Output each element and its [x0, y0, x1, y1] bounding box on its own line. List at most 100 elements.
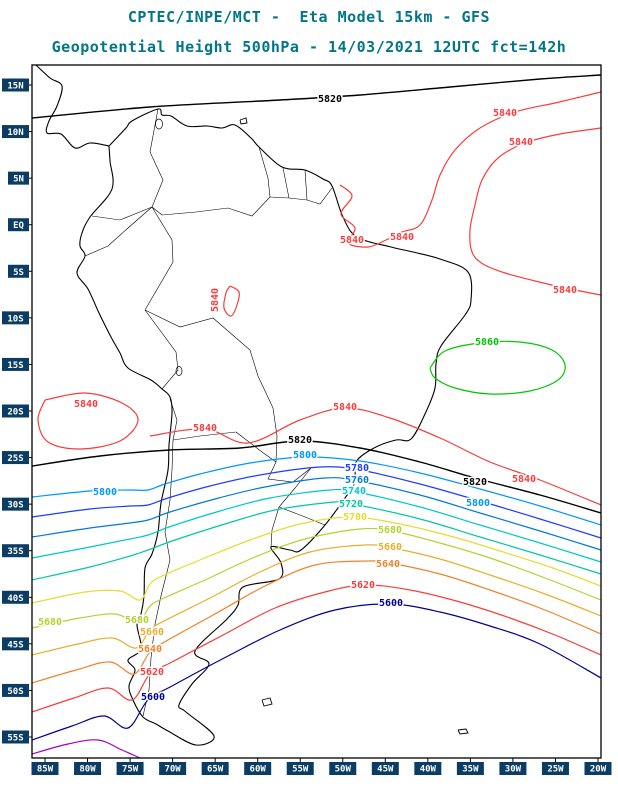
lat-tick-label: 5S	[13, 268, 24, 278]
border-path	[269, 187, 333, 205]
contour-label: 5800	[93, 487, 117, 498]
lon-tick-label: 45W	[377, 765, 394, 775]
lon-tick-label: 75W	[122, 765, 139, 775]
longitude-axis: 85W 80W 75W 70W 65W 60W 55W 50W 45W 40W 35W 30W 25W 2…	[31, 758, 612, 775]
lat-tick-box	[2, 404, 29, 418]
border-path	[235, 431, 277, 463]
lat-tick-label: 55S	[7, 733, 23, 743]
coastlines	[35, 64, 473, 746]
contour-label: 5840	[553, 285, 577, 296]
contour-5840	[149, 407, 602, 506]
border-path	[161, 196, 271, 217]
lon-tick-label: 60W	[250, 765, 267, 775]
lon-tick-box	[201, 762, 229, 775]
lat-tick-box	[2, 590, 29, 604]
island	[261, 697, 273, 707]
lon-tick-label: 50W	[335, 765, 352, 775]
lat-tick-label: 25S	[7, 454, 23, 464]
contour-5840	[223, 285, 240, 317]
border-path	[144, 206, 174, 311]
lat-tick-box	[2, 311, 29, 325]
contour-5660	[31, 544, 602, 656]
lon-tick-box	[329, 762, 357, 775]
border-path	[144, 309, 179, 390]
lon-tick-label: 70W	[164, 765, 181, 775]
lon-tick-box	[371, 762, 399, 775]
contour-label: 5600	[141, 692, 165, 703]
contour-value-labels: 5820 5820 5820 5840 5840 5840 5840 5840 5840 5840…	[36, 93, 578, 705]
contour-5720	[31, 500, 602, 581]
contour-5680	[31, 527, 602, 629]
title-line-1: CPTEC/INPE/MCT - Eta Model 15km - GFS	[127, 8, 491, 26]
island	[457, 728, 469, 735]
lon-tick-label: 80W	[79, 765, 96, 775]
lon-tick-box	[31, 762, 59, 775]
lon-tick-box	[584, 762, 612, 775]
contour-label: 5660	[140, 627, 164, 638]
lon-tick-box	[116, 762, 144, 775]
contour-label: 5820	[288, 435, 312, 446]
border-path	[172, 431, 237, 441]
contour-label: 5820	[463, 477, 487, 488]
latitude-axis: 15N 10N 5N EQ 5S 10S 15S 20S 25S 30S 35S 40S 45S 50S 5…	[2, 78, 32, 744]
title-line-2: Geopotential Height 500hPa - 14/03/2021 …	[51, 38, 567, 56]
contour-5700	[31, 516, 602, 604]
lake-maracaibo	[155, 118, 163, 130]
lon-tick-box	[456, 762, 484, 775]
contour-5820	[31, 440, 602, 514]
contour-label: 5680	[378, 525, 402, 536]
lat-tick-box	[2, 78, 29, 92]
border-path	[258, 146, 271, 198]
lon-tick-box	[499, 762, 527, 775]
contour-label: 5840	[340, 235, 364, 246]
lat-tick-label: 5N	[13, 175, 24, 185]
border-path	[149, 108, 164, 216]
contour-5640	[31, 560, 602, 684]
lat-tick-label: 10N	[7, 128, 23, 138]
contour-label: 5840	[210, 288, 221, 312]
lat-tick-box	[2, 497, 29, 511]
contour-5840	[37, 392, 139, 450]
contour-label: 5620	[140, 667, 164, 678]
lon-tick-label: 30W	[505, 765, 522, 775]
lat-tick-label: 30S	[7, 501, 23, 511]
lon-tick-label: 40W	[420, 765, 437, 775]
country-borders	[84, 108, 333, 717]
contour-label: 5860	[475, 337, 499, 348]
lat-tick-label: 15S	[7, 361, 23, 371]
lake-titicaca	[175, 366, 183, 376]
lon-tick-box	[244, 762, 272, 775]
lat-tick-box	[2, 730, 29, 744]
lon-tick-label: 35W	[462, 765, 479, 775]
lat-tick-label: 35S	[7, 547, 23, 557]
contour-5600	[31, 603, 602, 741]
border-path	[144, 309, 274, 409]
border-path	[278, 506, 326, 526]
lon-tick-box	[286, 762, 314, 775]
lon-tick-box	[74, 762, 102, 775]
lat-tick-box	[2, 683, 29, 697]
contour-5620	[31, 584, 602, 713]
lat-tick-label: EQ	[13, 221, 24, 231]
contour-lines	[31, 74, 602, 759]
contour-5820	[31, 74, 602, 119]
contour-label: 5640	[138, 644, 162, 655]
contour-label: 5840	[493, 108, 517, 119]
contour-label: 5840	[333, 402, 357, 413]
lat-tick-box	[2, 357, 29, 371]
lat-tick-box	[8, 171, 29, 185]
lon-tick-label: 20W	[590, 765, 607, 775]
contour-5840	[339, 91, 602, 248]
contour-label: 5600	[379, 598, 403, 609]
contour-5580	[31, 739, 141, 759]
lat-tick-label: 50S	[7, 687, 23, 697]
contour-label: 5780	[345, 463, 369, 474]
contour-label: 5800	[466, 498, 490, 509]
contour-label: 5800	[293, 450, 317, 461]
border-path	[282, 167, 290, 199]
contour-label: 5740	[342, 486, 366, 497]
contour-label: 5700	[343, 512, 367, 523]
contour-5740	[31, 488, 602, 563]
